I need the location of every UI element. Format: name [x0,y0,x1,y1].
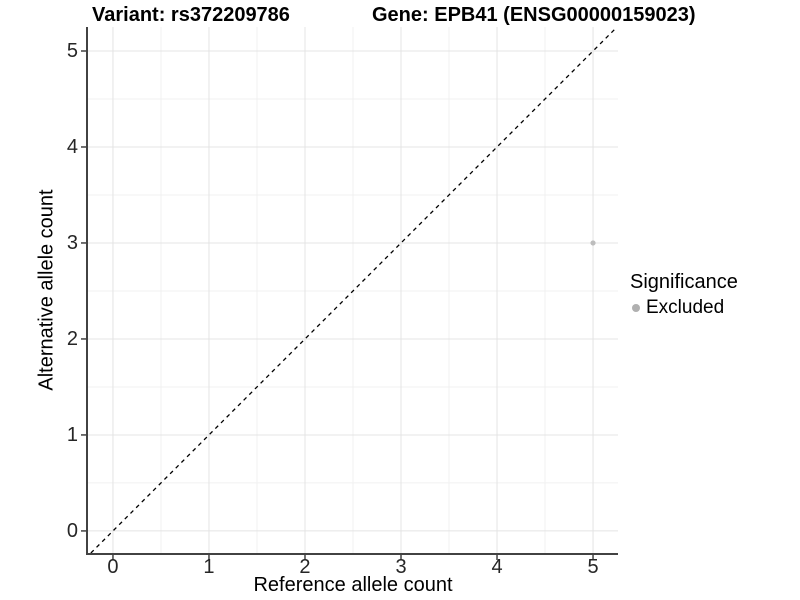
data-point [590,240,596,246]
x-tick-label: 1 [203,556,215,578]
variant-title: Variant: rs372209786 [92,4,290,26]
y-tick-label: 2 [66,327,78,350]
x-tick-label: 0 [107,556,119,578]
y-tick-label: 1 [66,423,78,446]
legend-title: Significance [630,271,738,293]
y-tick-label: 4 [66,135,78,158]
legend-point-icon [632,304,640,312]
x-tick-label: 4 [491,556,503,578]
identity-line [90,26,618,554]
gene-title: Gene: EPB41 (ENSG00000159023) [372,4,696,26]
x-tick-label: 3 [395,556,407,578]
y-tick-label: 3 [66,231,78,254]
y-axis-title: Alternative allele count [35,189,58,391]
legend-entry-label: Excluded [646,297,725,318]
y-tick-label: 5 [66,39,78,62]
x-tick-label: 2 [299,556,311,578]
x-tick-label: 5 [587,556,599,578]
legend: Significance Excluded [628,271,738,319]
y-tick-label: 0 [66,519,78,542]
legend-entry-excluded: Excluded [628,297,738,319]
x-axis-title: Reference allele count [253,574,453,596]
